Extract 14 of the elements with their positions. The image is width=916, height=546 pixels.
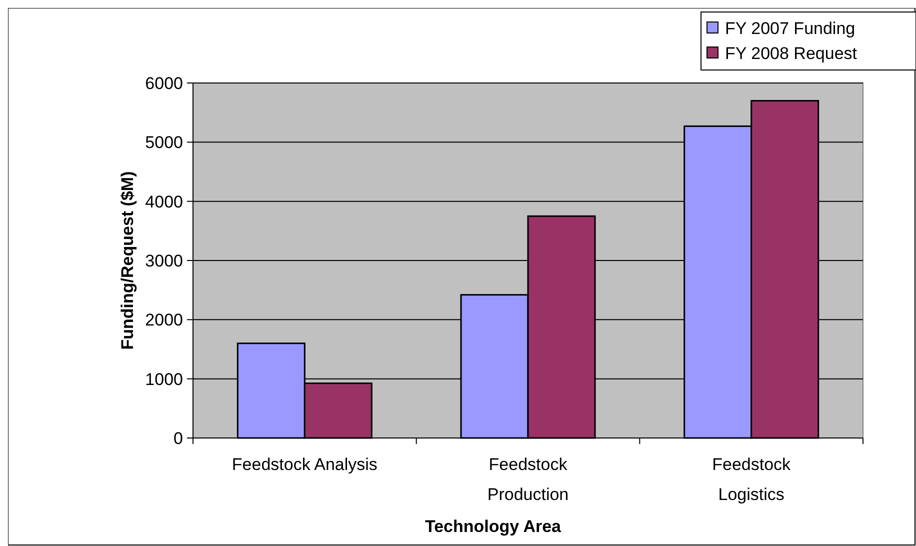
y-tick-label: 2000 bbox=[145, 310, 183, 330]
x-tick-label: Feedstock Production bbox=[487, 455, 569, 504]
x-axis-title: Technology Area bbox=[424, 517, 562, 536]
y-tick-label: 5000 bbox=[145, 133, 183, 152]
y-tick-label: 4000 bbox=[145, 192, 183, 212]
y-axis-title: Funding/Request ($M) bbox=[118, 171, 137, 350]
y-tick-label: 0 bbox=[174, 428, 183, 448]
y-tick-label: 3000 bbox=[145, 251, 183, 270]
x-tick-label: Feedstock Analysis bbox=[232, 455, 378, 474]
y-tick-label: 1000 bbox=[145, 370, 183, 389]
legend-label: FY 2007 Funding bbox=[725, 18, 856, 38]
x-tick-label: Feedstock Logistics bbox=[712, 455, 792, 504]
legend-label: FY 2008 Request bbox=[725, 44, 858, 63]
y-tick-label: 6000 bbox=[145, 74, 183, 93]
